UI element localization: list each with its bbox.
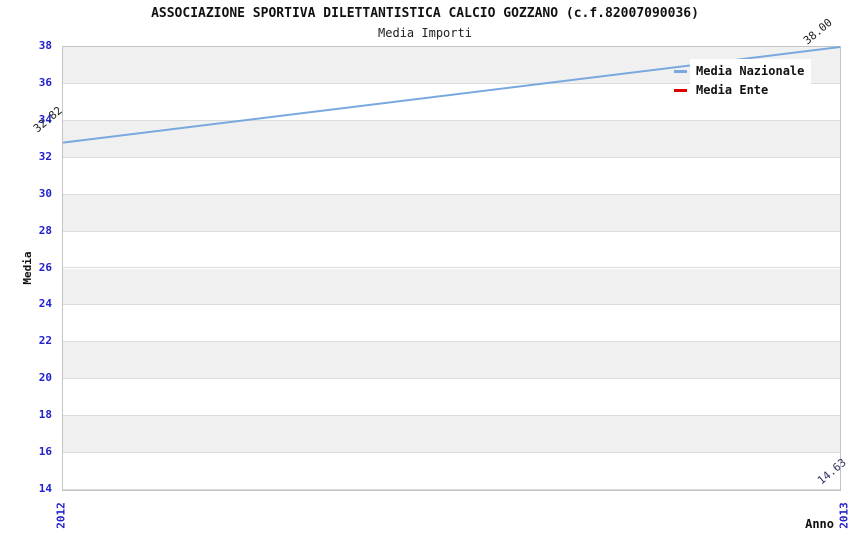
grid-band: [63, 416, 840, 454]
line-swatch-icon: [674, 69, 687, 73]
x-tick-label: 2013: [837, 502, 850, 529]
y-tick-label: 34: [38, 112, 52, 126]
y-tick-label: 36: [38, 75, 52, 89]
grid-band: [63, 305, 840, 343]
grid-band: [63, 194, 840, 232]
y-tick-label: 16: [38, 445, 52, 459]
y-tick-label: 24: [38, 297, 52, 311]
y-tick-label: 14: [38, 482, 52, 495]
grid-band: [63, 379, 840, 417]
point-value-label: 32.82: [31, 103, 65, 135]
legend-label: Media Nazionale: [696, 64, 805, 78]
grid-band: [63, 268, 840, 306]
y-tick-label: 30: [38, 186, 52, 200]
y-tick-label: 28: [38, 223, 52, 237]
grid-band: [63, 342, 840, 380]
y-tick-label: 38: [38, 39, 52, 52]
grid-band: [63, 453, 840, 490]
line-swatch-icon: [674, 88, 687, 92]
legend-label: Media Ente: [696, 83, 769, 97]
chart-subtitle: Media Importi: [378, 26, 472, 40]
grid-band: [63, 157, 840, 195]
y-axis-title: Media: [21, 251, 34, 285]
y-tick-label: 20: [38, 371, 52, 385]
y-tick-label: 18: [38, 408, 52, 422]
x-axis-title: Anno: [805, 517, 834, 531]
chart-title: ASSOCIAZIONE SPORTIVA DILETTANTISTICA CA…: [151, 6, 699, 21]
legend-item-media-ente: Media Ente: [674, 82, 768, 98]
grid-band: [63, 231, 840, 269]
y-tick-label: 22: [38, 334, 52, 348]
legend-background: [690, 59, 811, 101]
plot-area: [62, 46, 841, 491]
y-tick-label: 26: [38, 260, 52, 274]
x-tick-label: 2012: [54, 502, 68, 529]
series-lines: [62, 46, 841, 144]
y-tick-label: 32: [38, 149, 52, 163]
legend-item-media-nazionale: Media Nazionale: [674, 63, 804, 79]
